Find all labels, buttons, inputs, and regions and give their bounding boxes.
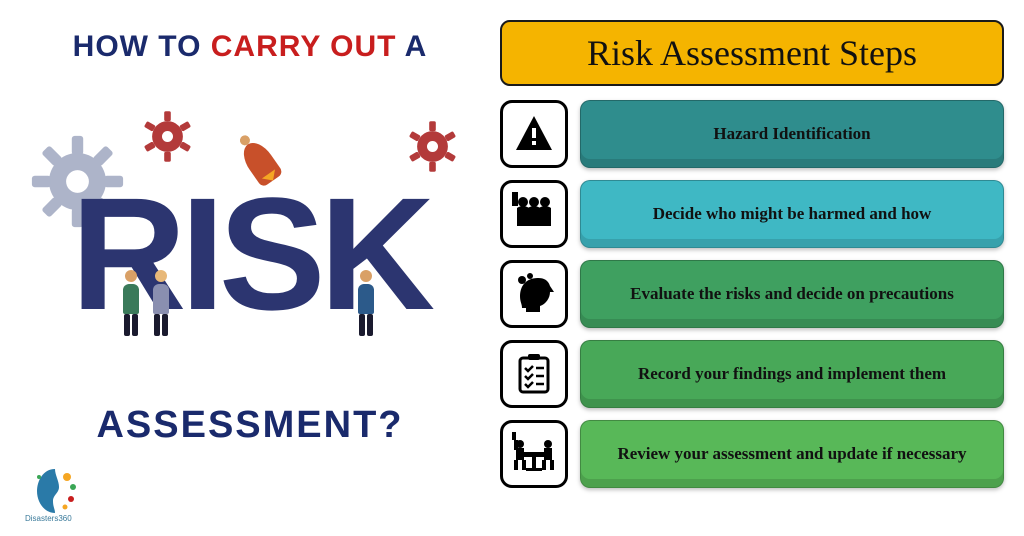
risk-illustration: RISK <box>10 104 490 384</box>
step-row: Record your findings and implement them <box>500 340 1004 408</box>
step-row: Evaluate the risks and decide on precaut… <box>500 260 1004 328</box>
person-icon <box>355 270 377 336</box>
headline: HOW TO CARRY OUT A <box>10 30 490 64</box>
step-label: Record your findings and implement them <box>580 340 1004 408</box>
brand-logo-label: Disasters360 <box>25 514 72 523</box>
step-label: Decide who might be harmed and how <box>580 180 1004 248</box>
person-icon <box>120 270 142 336</box>
step-row: Review your assessment and update if nec… <box>500 420 1004 488</box>
checklist-icon <box>500 340 568 408</box>
brand-logo: Disasters360 <box>25 461 85 521</box>
headline-part1: HOW TO <box>73 30 211 63</box>
people-icon <box>500 180 568 248</box>
step-label: Evaluate the risks and decide on precaut… <box>580 260 1004 328</box>
meeting-icon <box>500 420 568 488</box>
step-label: Hazard Identification <box>580 100 1004 168</box>
headline-part2: CARRY OUT <box>211 30 405 63</box>
assessment-word: ASSESSMENT? <box>10 404 490 447</box>
headline-part3: A <box>405 30 428 63</box>
gear-icon <box>140 109 195 164</box>
step-row: Hazard Identification <box>500 100 1004 168</box>
step-row: Decide who might be harmed and how <box>500 180 1004 248</box>
warning-icon <box>500 100 568 168</box>
person-icon <box>150 270 172 336</box>
steps-header: Risk Assessment Steps <box>500 20 1004 86</box>
steps-list: Hazard Identification Decide who might be… <box>500 100 1004 488</box>
head-gears-icon <box>500 260 568 328</box>
step-label: Review your assessment and update if nec… <box>580 420 1004 488</box>
